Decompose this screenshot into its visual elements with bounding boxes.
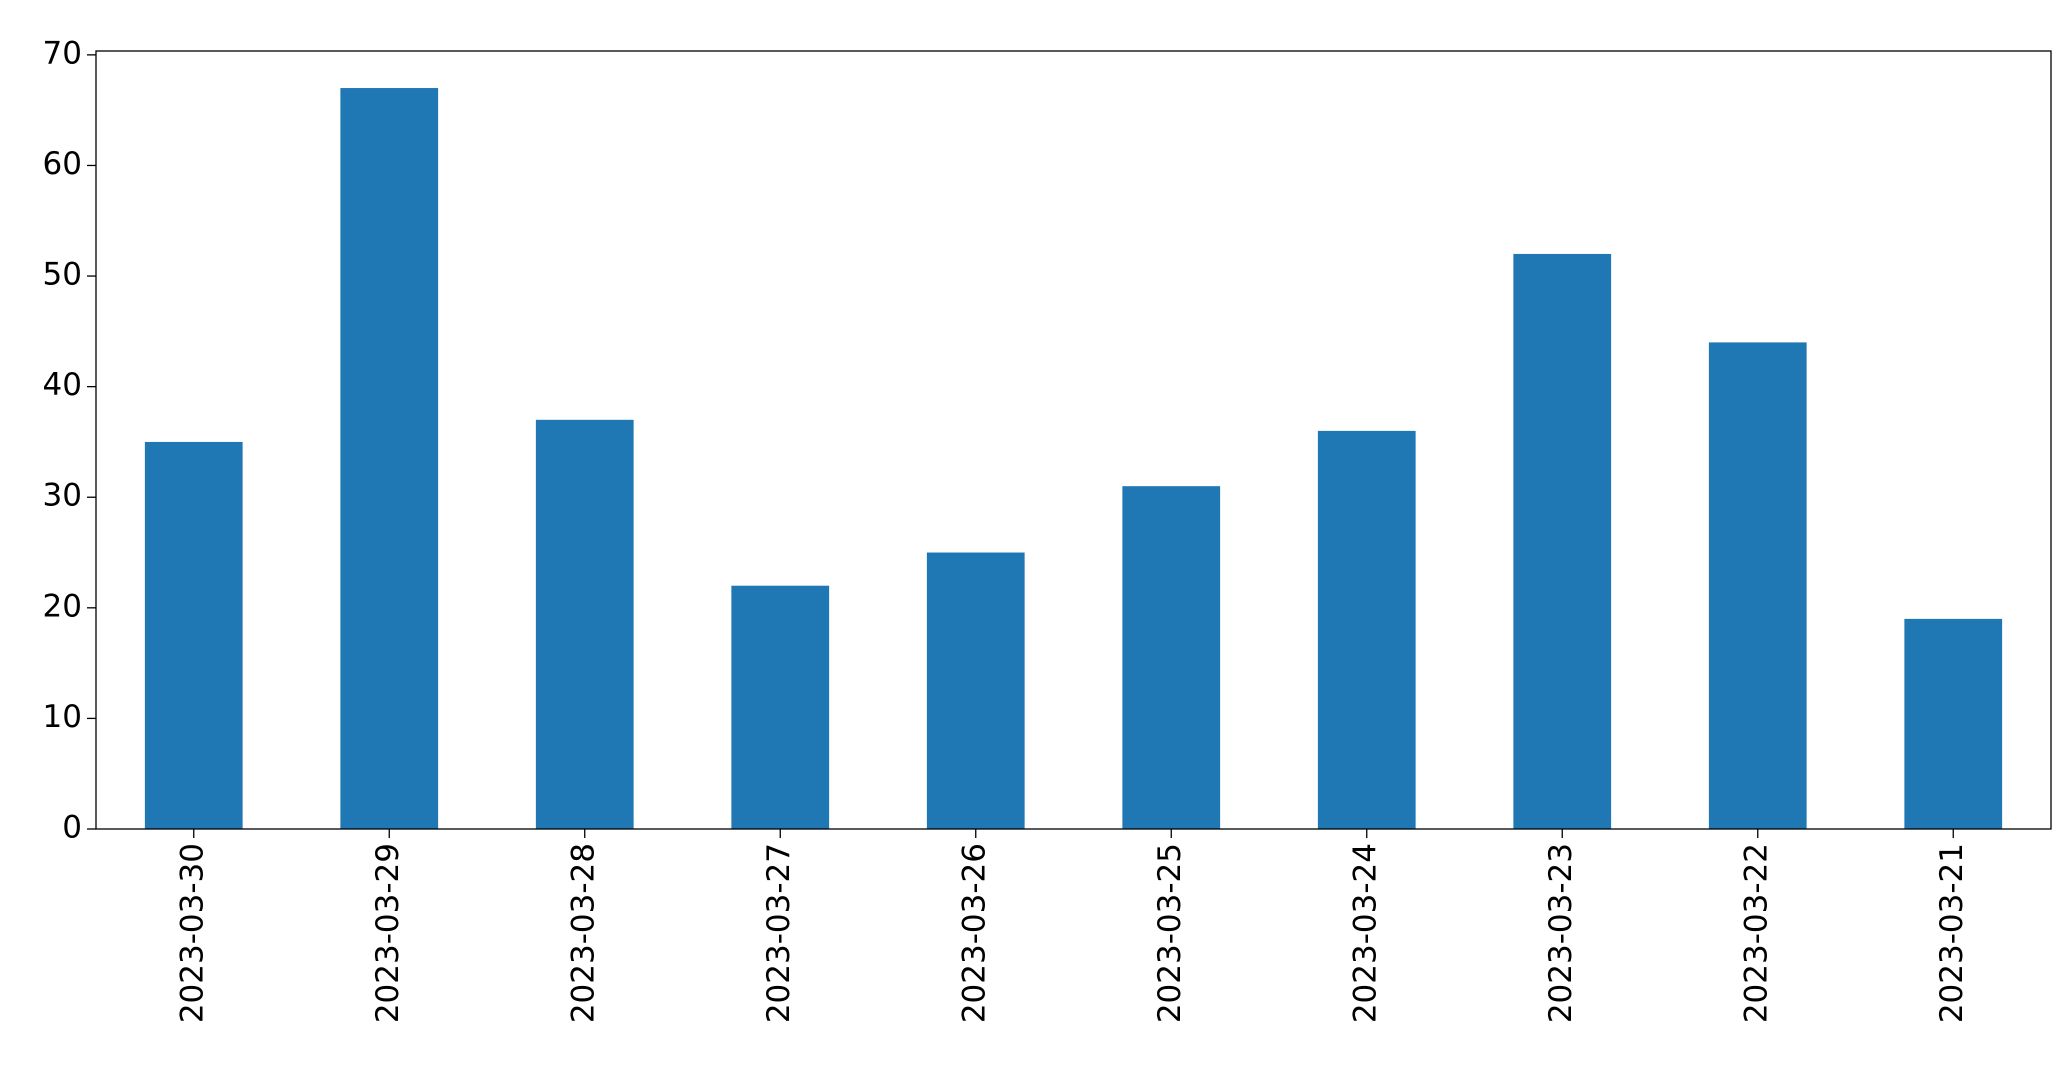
bar [1122, 486, 1221, 829]
plot-frame [95, 50, 2052, 830]
y-tick-label: 10 [43, 699, 82, 735]
bar [926, 552, 1025, 829]
y-tick-label: 20 [43, 588, 82, 624]
x-tick-label: 2023-03-29 [370, 843, 406, 1023]
bar [144, 441, 243, 829]
bar [1904, 618, 2003, 829]
x-tick-label: 2023-03-22 [1738, 843, 1774, 1023]
x-tick-label: 2023-03-26 [956, 843, 992, 1023]
bar [1317, 430, 1416, 829]
x-tick-label: 2023-03-30 [174, 843, 210, 1023]
x-tick-label: 2023-03-25 [1152, 843, 1188, 1023]
y-tick-label: 70 [43, 35, 82, 71]
y-tick-label: 0 [62, 810, 82, 846]
bar [535, 419, 634, 829]
bar [1708, 342, 1807, 829]
y-tick-label: 30 [43, 478, 82, 514]
y-tick-label: 40 [43, 367, 82, 403]
x-tick-label: 2023-03-27 [761, 843, 797, 1023]
x-tick-label: 2023-03-21 [1934, 843, 1970, 1023]
bar [1513, 253, 1612, 829]
y-tick-label: 50 [43, 257, 82, 293]
x-tick-label: 2023-03-24 [1347, 843, 1383, 1023]
y-tick-label: 60 [43, 146, 82, 182]
x-tick-label: 2023-03-28 [565, 843, 601, 1023]
x-tick-label: 2023-03-23 [1543, 843, 1579, 1023]
bar [731, 585, 830, 829]
bar [340, 88, 439, 830]
